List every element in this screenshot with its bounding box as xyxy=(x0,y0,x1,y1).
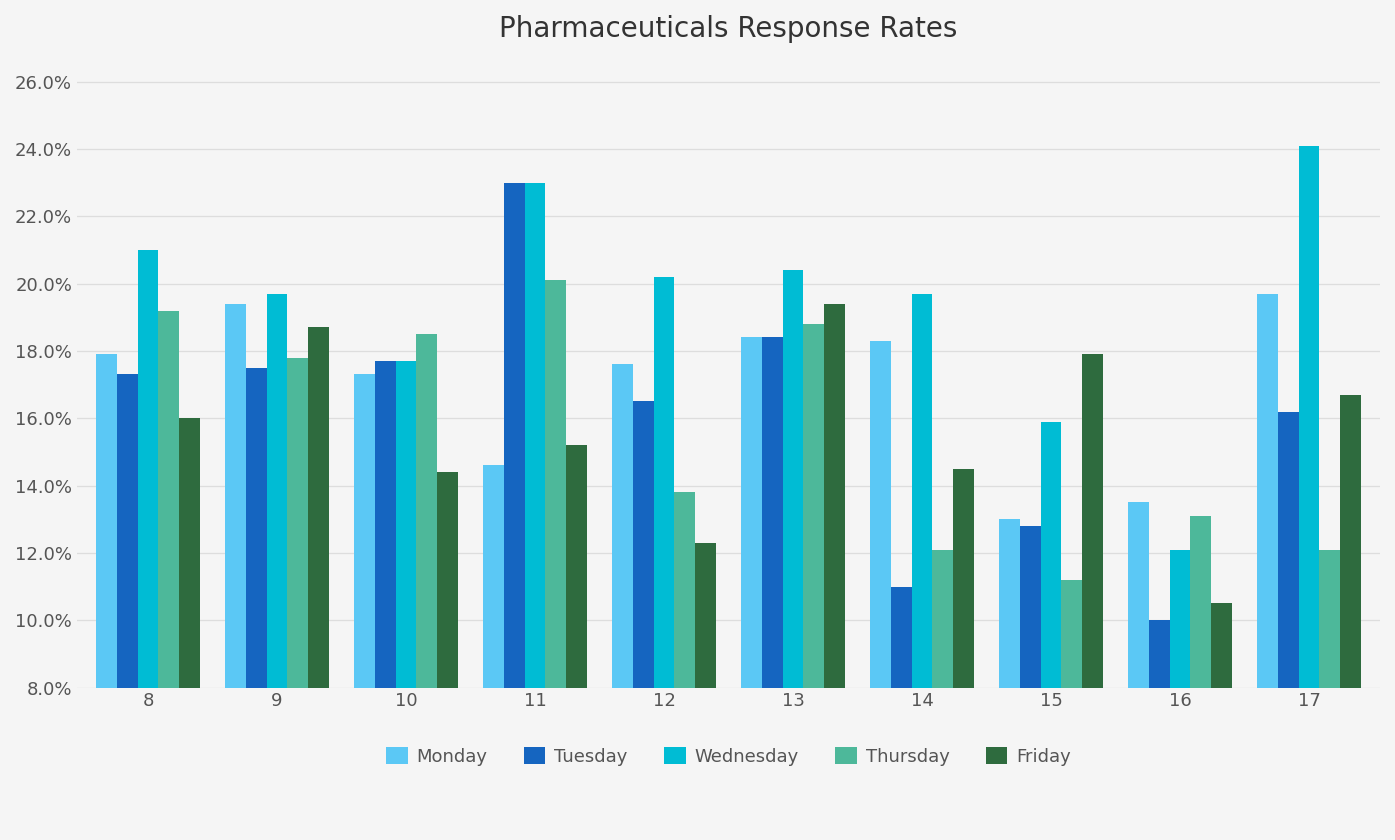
Bar xyxy=(117,375,138,840)
Bar xyxy=(674,492,695,840)
Bar xyxy=(654,277,674,840)
Bar xyxy=(741,338,762,840)
Bar xyxy=(891,586,912,840)
Bar xyxy=(545,281,566,840)
Bar xyxy=(525,182,545,840)
Title: Pharmaceuticals Response Rates: Pharmaceuticals Response Rates xyxy=(499,15,958,43)
Bar xyxy=(566,445,586,840)
Bar xyxy=(504,182,525,840)
Bar xyxy=(912,294,932,840)
Bar xyxy=(633,402,654,840)
Bar xyxy=(1299,145,1320,840)
Bar xyxy=(226,304,246,840)
Bar xyxy=(138,250,158,840)
Bar xyxy=(999,519,1020,840)
Bar xyxy=(287,358,308,840)
Bar xyxy=(416,334,437,840)
Bar xyxy=(1041,422,1062,840)
Bar xyxy=(824,304,844,840)
Bar xyxy=(1190,516,1211,840)
Bar xyxy=(1320,549,1341,840)
Bar xyxy=(179,418,199,840)
Bar xyxy=(1341,395,1360,840)
Bar xyxy=(266,294,287,840)
Bar xyxy=(375,361,396,840)
Bar xyxy=(1062,580,1083,840)
Bar xyxy=(308,328,329,840)
Bar xyxy=(783,270,804,840)
Bar xyxy=(1020,526,1041,840)
Legend: Monday, Tuesday, Wednesday, Thursday, Friday: Monday, Tuesday, Wednesday, Thursday, Fr… xyxy=(378,740,1078,773)
Bar xyxy=(695,543,716,840)
Bar xyxy=(96,354,117,840)
Bar xyxy=(1149,620,1170,840)
Bar xyxy=(1211,603,1232,840)
Bar xyxy=(1257,294,1278,840)
Bar xyxy=(804,324,824,840)
Bar xyxy=(870,341,891,840)
Bar xyxy=(1278,412,1299,840)
Bar xyxy=(1129,502,1149,840)
Bar xyxy=(484,465,504,840)
Bar xyxy=(612,365,633,840)
Bar xyxy=(396,361,416,840)
Bar xyxy=(762,338,783,840)
Bar xyxy=(158,311,179,840)
Bar xyxy=(354,375,375,840)
Bar xyxy=(246,368,266,840)
Bar xyxy=(953,469,974,840)
Bar xyxy=(1170,549,1190,840)
Bar xyxy=(932,549,953,840)
Bar xyxy=(1083,354,1102,840)
Bar xyxy=(437,472,458,840)
